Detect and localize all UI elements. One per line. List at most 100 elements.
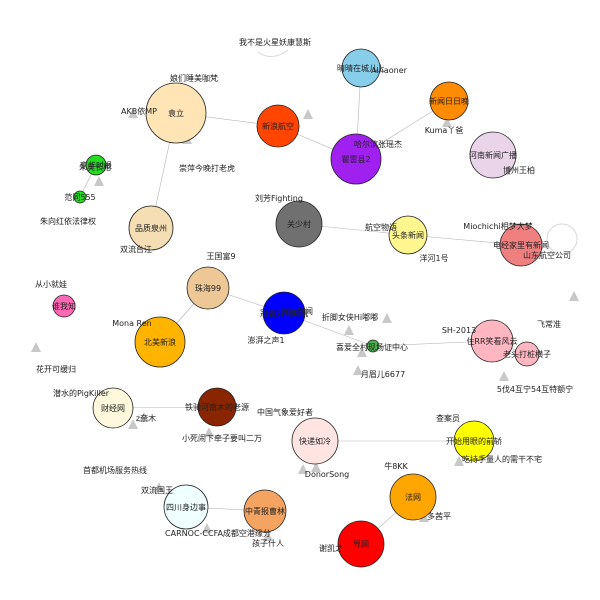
graph-node — [453, 420, 495, 462]
node-label: 头条新闻 — [392, 230, 424, 240]
graph-node — [73, 190, 87, 204]
graph-label: CARNOC-CCFA成都空港缘分 — [165, 528, 271, 538]
graph-node — [197, 387, 237, 427]
graph-label: 查案员 — [436, 413, 460, 423]
graph-node — [186, 266, 230, 310]
graph-label: 老头打桩横子 — [503, 349, 551, 359]
node-label: 铁骑河南木的老源 — [185, 402, 249, 412]
edge-arrowhead — [442, 117, 452, 127]
graph-label: Alnaoner — [371, 66, 408, 75]
graph-label: 从小就娃 — [35, 279, 67, 289]
graph-node — [337, 520, 385, 568]
graph-label: 花开可缓归 — [36, 364, 76, 374]
graph-label: 首都机场服务热线 — [83, 465, 147, 475]
graph-label: 飞常准 — [537, 319, 561, 329]
graph-label: AKB依MP — [121, 106, 157, 116]
graph-label: 我不是火星妖康慧斯 — [239, 37, 311, 47]
graph-label: 崇萍今晚打老虎 — [179, 163, 235, 173]
edge-arrowhead — [344, 325, 354, 335]
graph-node — [469, 131, 517, 179]
graph-node — [388, 215, 428, 255]
graph-node — [134, 316, 186, 368]
graph-label: 航空物语 — [365, 222, 397, 232]
node-label: 北美新浪 — [144, 337, 176, 347]
graph-node — [330, 133, 382, 185]
graph-node — [92, 387, 134, 429]
edge-arrowhead — [357, 347, 367, 357]
graph-label: 月眉儿6677 — [361, 370, 405, 379]
graph-label: SH-2013 — [442, 326, 476, 335]
graph-node — [499, 223, 543, 267]
graph-node — [429, 81, 469, 121]
node-label: 界网 — [353, 540, 369, 549]
graph-label: Miochichi相梦大梦 — [463, 221, 532, 231]
node-label: 电经家里有新闻 — [493, 240, 549, 250]
graph-node — [275, 200, 323, 248]
edge-arrowhead — [202, 523, 212, 533]
edge-arrowhead — [204, 427, 214, 437]
node-label: 范同555 — [64, 192, 95, 202]
edge-arrowhead — [94, 176, 104, 186]
graph-label: 朱奥长相 — [79, 162, 111, 172]
graph-node — [243, 489, 287, 533]
graph-node — [341, 48, 381, 88]
graph-label: 孩子什人 — [252, 538, 284, 548]
graph-node — [52, 294, 76, 318]
node-label: 袁立 — [168, 108, 184, 118]
graph-node — [389, 473, 437, 521]
edge-arrowhead — [31, 342, 41, 352]
graph-label: 潜水的PigKiller — [53, 388, 110, 398]
graph-label: 中国气象爱好者 — [257, 407, 313, 417]
graph-label: 吃持手量人的需干不宅 — [462, 454, 542, 464]
node-label: 快递如冷 — [299, 436, 331, 446]
graph-label: Mona Ren — [112, 319, 152, 328]
graph-label: 双流台江 — [120, 244, 152, 254]
graph-node — [291, 417, 339, 465]
edge-arrowhead — [128, 108, 138, 118]
graph-label: 网易新闻 — [281, 306, 313, 316]
graph-node — [163, 484, 209, 530]
node-label: 珠海99 — [195, 283, 221, 293]
graph-node — [366, 339, 380, 353]
node-label: 四川身边事 — [166, 502, 206, 512]
graph-node — [256, 104, 300, 148]
graph-label: 喜爱全村现场证中心 — [336, 342, 408, 352]
edge-arrowhead — [454, 456, 464, 466]
node-label: 住RR笑看风云 — [466, 336, 517, 346]
node-label: 晴晴在城儿上 — [337, 63, 385, 73]
node-label: 谁我知 — [52, 301, 76, 311]
graph-label: 洋河1号 — [419, 253, 448, 263]
edge-arrowhead — [263, 531, 273, 541]
edge-arrowhead — [303, 109, 313, 119]
graph-node — [514, 341, 540, 367]
node-label: 财经网 — [101, 403, 125, 413]
graph-label: z奈木 — [136, 413, 156, 423]
node-label: 中青报曹林 — [245, 506, 285, 516]
graph-label: 娘们睡美咖梵 — [170, 73, 218, 83]
edge-arrowhead — [499, 371, 509, 381]
node-label: 新闻日日晚 — [429, 96, 469, 106]
graph-label: 王国富9 — [206, 251, 235, 261]
graph-label: 双流国王 — [141, 485, 173, 495]
edge-arrowhead — [569, 291, 579, 301]
node-label: 开始用眼的前轿 — [446, 436, 502, 446]
self-loop-edge — [546, 223, 578, 255]
graph-label: 澎湃之声1 — [247, 335, 284, 345]
graph-label: 刘芳Fighting — [255, 193, 303, 203]
curved-edge — [257, 49, 289, 57]
node-label: 京华时报 — [80, 160, 112, 170]
node-label: 关少村 — [287, 219, 311, 229]
graph-label: 小死闹下牵子要叫二万 — [182, 433, 262, 443]
node-label: 河南新闻广播 — [469, 150, 517, 160]
edge-arrowhead — [154, 482, 164, 492]
graph-label: 哈尔滨张瑶杰 — [354, 139, 402, 149]
node-label: 冠者对视察机 — [260, 308, 308, 318]
graph-node — [145, 82, 207, 144]
graph-label: 朱向红依法律权 — [40, 216, 96, 226]
graph-label: 多茜平 — [427, 511, 451, 521]
graph-label: 博州王柏 — [503, 165, 535, 175]
edge-arrowhead — [311, 462, 321, 472]
